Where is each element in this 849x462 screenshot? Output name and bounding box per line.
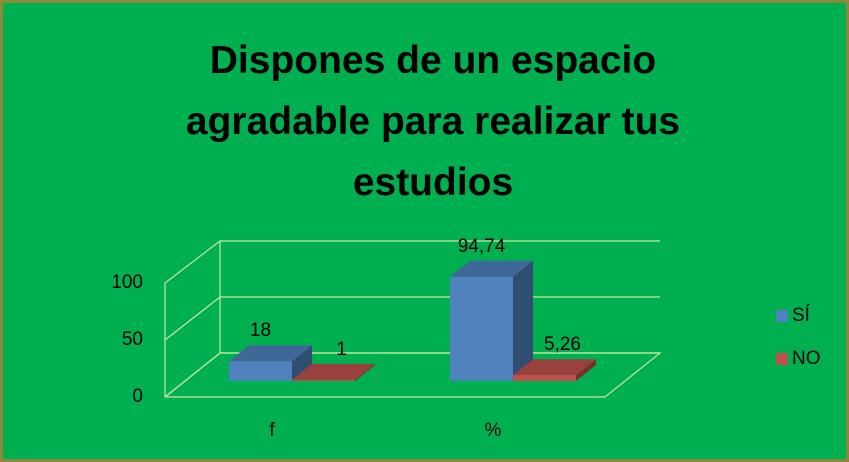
chart-title: Dispones de un espacio agradable para re… xyxy=(185,39,681,204)
y-tick-label: 50 xyxy=(122,329,143,350)
data-label: 18 xyxy=(250,320,271,341)
bar xyxy=(513,375,576,381)
legend-swatch xyxy=(776,310,788,322)
bar-top xyxy=(229,345,312,362)
legend-label: SÍ xyxy=(792,305,811,326)
x-tick-label: % xyxy=(485,420,502,441)
bar xyxy=(450,276,513,381)
data-label: 1 xyxy=(336,339,347,360)
bar xyxy=(229,361,292,381)
bar-side xyxy=(513,260,533,381)
bar xyxy=(292,379,355,381)
bar-side xyxy=(355,363,375,381)
data-label: 94,74 xyxy=(458,236,506,257)
bar-side xyxy=(576,359,596,381)
legend-label: NO xyxy=(792,348,821,369)
data-label: 5,26 xyxy=(544,334,581,355)
y-tick-label: 100 xyxy=(111,272,143,293)
y-tick-label: 0 xyxy=(132,386,143,407)
bar-top xyxy=(450,260,533,277)
grid-line xyxy=(164,240,660,284)
legend-swatch xyxy=(776,353,788,365)
x-tick-label: f xyxy=(269,420,275,441)
bar-side xyxy=(292,345,312,381)
bar-top xyxy=(513,359,596,376)
bar-top xyxy=(292,363,375,380)
